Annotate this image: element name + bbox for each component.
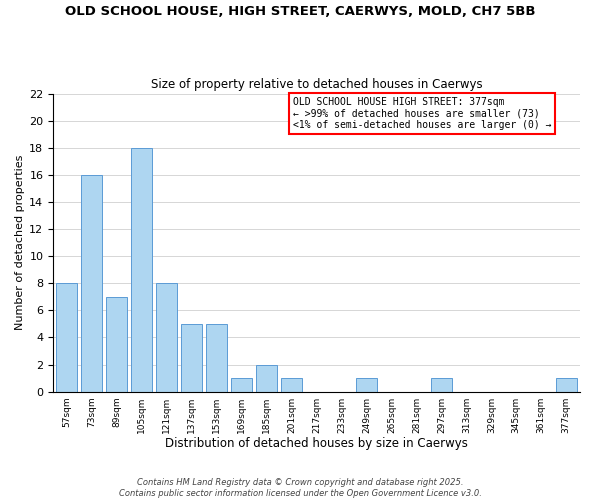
Title: Size of property relative to detached houses in Caerwys: Size of property relative to detached ho… (151, 78, 482, 91)
Bar (431, 378, 452, 392)
Text: Contains HM Land Registry data © Crown copyright and database right 2025.
Contai: Contains HM Land Registry data © Crown c… (119, 478, 481, 498)
Text: OLD SCHOOL HOUSE, HIGH STREET, CAERWYS, MOLD, CH7 5BB: OLD SCHOOL HOUSE, HIGH STREET, CAERWYS, … (65, 5, 535, 18)
Y-axis label: Number of detached properties: Number of detached properties (15, 155, 25, 330)
Bar (231, 378, 252, 392)
Bar (81, 175, 103, 392)
Text: OLD SCHOOL HOUSE HIGH STREET: 377sqm
← >99% of detached houses are smaller (73)
: OLD SCHOOL HOUSE HIGH STREET: 377sqm ← >… (293, 96, 551, 130)
Bar (556, 378, 577, 392)
Bar (281, 378, 302, 392)
Bar (156, 283, 178, 392)
Bar (106, 297, 127, 392)
Bar (181, 324, 202, 392)
Bar (206, 324, 227, 392)
Bar (356, 378, 377, 392)
Bar (256, 364, 277, 392)
Bar (56, 283, 77, 392)
X-axis label: Distribution of detached houses by size in Caerwys: Distribution of detached houses by size … (165, 437, 468, 450)
Bar (131, 148, 152, 392)
